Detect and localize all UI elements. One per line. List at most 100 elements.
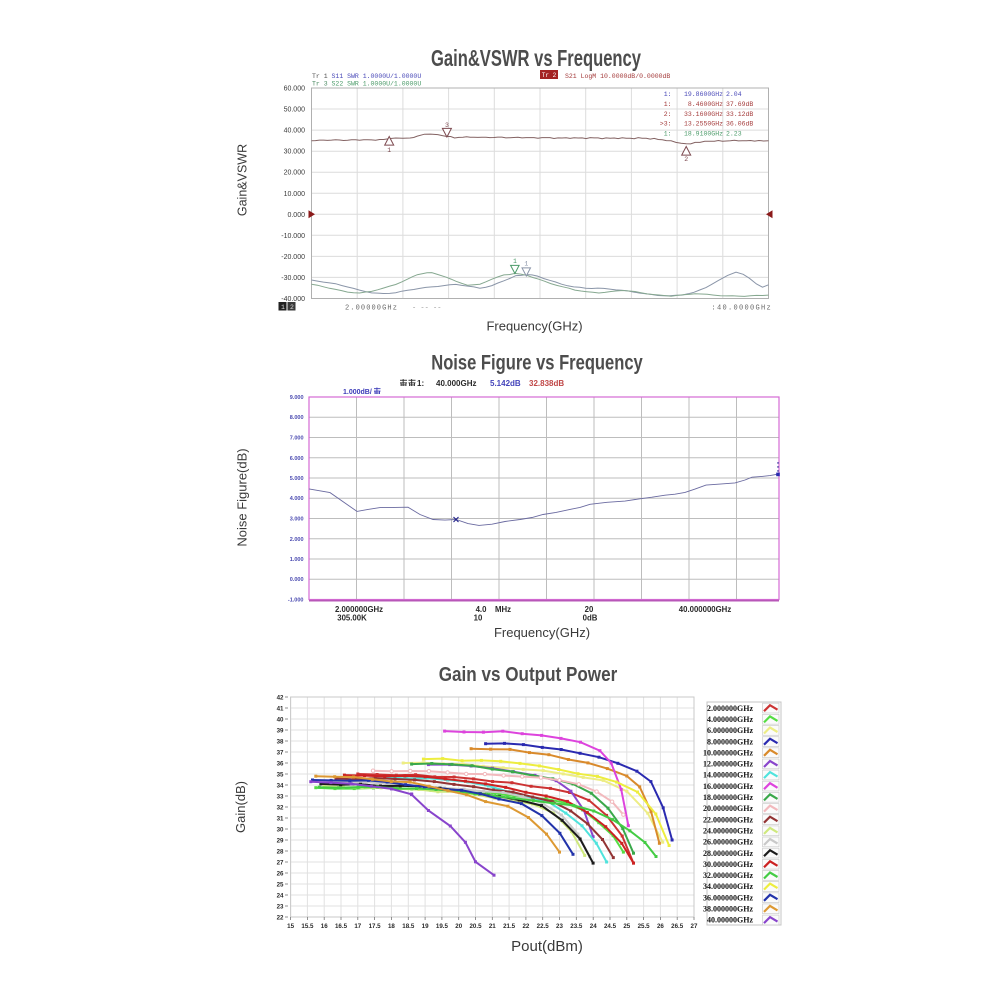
svg-text:1.000: 1.000 (290, 557, 304, 563)
svg-text:20.000000GHz: 20.000000GHz (703, 804, 753, 813)
svg-text:2:: 2: (664, 111, 672, 118)
svg-text:10: 10 (474, 614, 483, 623)
svg-text:17.5: 17.5 (369, 923, 382, 930)
svg-text:20: 20 (585, 605, 594, 614)
svg-text:19.8600GHz: 19.8600GHz (684, 91, 723, 98)
svg-text:37.69dB: 37.69dB (726, 101, 753, 108)
svg-text:38.000000GHz: 38.000000GHz (703, 905, 753, 914)
svg-text:1:: 1: (664, 91, 672, 98)
svg-text:36.06dB: 36.06dB (726, 121, 753, 128)
svg-text:26: 26 (277, 871, 284, 878)
svg-text:33.1600GHz: 33.1600GHz (684, 111, 723, 118)
svg-text:1: 1 (387, 147, 391, 154)
svg-text:1: 1 (281, 304, 285, 311)
svg-text:Pout(dBm): Pout(dBm) (511, 938, 583, 955)
svg-text:20: 20 (455, 923, 462, 930)
svg-text:17: 17 (354, 923, 361, 930)
svg-text:37: 37 (277, 750, 284, 757)
svg-text:Gain(dB): Gain(dB) (233, 781, 248, 833)
svg-text:34.000000GHz: 34.000000GHz (703, 882, 753, 891)
svg-text:34: 34 (277, 783, 284, 790)
svg-text:0.000: 0.000 (290, 577, 304, 583)
svg-text:1: 1 (513, 258, 517, 265)
svg-text:32.838dB: 32.838dB (529, 379, 564, 388)
svg-text:60.000: 60.000 (284, 86, 306, 93)
svg-text:7.000: 7.000 (290, 436, 304, 442)
svg-text:10.000000GHz: 10.000000GHz (703, 748, 753, 757)
svg-text:10.000: 10.000 (284, 191, 306, 198)
svg-text:2.000: 2.000 (290, 537, 304, 543)
svg-text:3: 3 (445, 122, 449, 129)
svg-text:>3:: >3: (660, 121, 672, 128)
svg-text:33.12dB: 33.12dB (726, 111, 753, 118)
svg-text:21.5: 21.5 (503, 923, 516, 930)
svg-text:2: 2 (684, 156, 688, 163)
svg-text::40.0000GHz: :40.0000GHz (711, 305, 772, 313)
svg-text:-30.000: -30.000 (281, 275, 305, 282)
svg-text:30: 30 (277, 827, 284, 834)
svg-text:6.000: 6.000 (290, 456, 304, 462)
svg-text:24: 24 (277, 893, 284, 900)
svg-text:Tr 1 S11 SWR 1.0000U/1.0000U: Tr 1 S11 SWR 1.0000U/1.0000U (312, 73, 421, 80)
svg-text:6.000000GHz: 6.000000GHz (707, 726, 753, 735)
svg-text:26: 26 (657, 923, 664, 930)
svg-text:36: 36 (277, 761, 284, 768)
svg-text:1:: 1: (417, 379, 424, 388)
svg-text:20.000: 20.000 (284, 170, 306, 177)
svg-text:40: 40 (277, 717, 284, 724)
svg-text:40.000GHz: 40.000GHz (436, 379, 476, 388)
svg-text:MHz: MHz (495, 605, 511, 614)
svg-text:0.000: 0.000 (287, 212, 305, 219)
svg-text:28.000000GHz: 28.000000GHz (703, 849, 753, 858)
svg-text:1: 1 (524, 261, 528, 268)
svg-text:23: 23 (556, 923, 563, 930)
svg-text:4.000000GHz: 4.000000GHz (707, 715, 753, 724)
svg-text:41: 41 (277, 706, 284, 713)
svg-text:Tr 3 S22 SWR 1.0000U/1.0000U: Tr 3 S22 SWR 1.0000U/1.0000U (312, 81, 421, 88)
svg-text:42: 42 (277, 695, 284, 702)
svg-text:25: 25 (277, 882, 284, 889)
svg-text:5.142dB: 5.142dB (490, 379, 521, 388)
svg-text:26.5: 26.5 (671, 923, 684, 930)
svg-text:16.000000GHz: 16.000000GHz (703, 782, 753, 791)
svg-text:9.000: 9.000 (290, 395, 304, 401)
svg-text:20.5: 20.5 (469, 923, 482, 930)
svg-text:32: 32 (277, 805, 284, 812)
svg-text:8.4600GHz: 8.4600GHz (688, 101, 723, 108)
svg-text:23: 23 (277, 904, 284, 911)
svg-text:29: 29 (277, 838, 284, 845)
svg-text:35: 35 (277, 772, 284, 779)
svg-text:28: 28 (277, 849, 284, 856)
svg-text:27: 27 (277, 860, 284, 867)
svg-text:22: 22 (522, 923, 529, 930)
svg-text:-10.000: -10.000 (281, 233, 305, 240)
svg-text:23.5: 23.5 (570, 923, 583, 930)
svg-text:14.000000GHz: 14.000000GHz (703, 771, 753, 780)
svg-text:18.5: 18.5 (402, 923, 415, 930)
svg-text:2.000000GHz: 2.000000GHz (335, 605, 383, 614)
svg-text:-40.000: -40.000 (281, 296, 305, 303)
svg-text:18: 18 (388, 923, 395, 930)
svg-text:1:: 1: (664, 131, 672, 138)
svg-text:4.0: 4.0 (476, 605, 488, 614)
svg-text:18.000000GHz: 18.000000GHz (703, 793, 753, 802)
svg-text:305.00K: 305.00K (337, 614, 367, 623)
svg-text:19.5: 19.5 (436, 923, 449, 930)
svg-text:27: 27 (691, 923, 698, 930)
svg-text:21: 21 (489, 923, 496, 930)
svg-text:16.5: 16.5 (335, 923, 348, 930)
svg-text:39: 39 (277, 728, 284, 735)
svg-text:Gain&VSWR: Gain&VSWR (236, 144, 250, 216)
svg-text:15: 15 (287, 923, 294, 930)
svg-text:22.5: 22.5 (537, 923, 550, 930)
svg-text:24.5: 24.5 (604, 923, 617, 930)
svg-text:19: 19 (422, 923, 429, 930)
svg-text:13.2550GHz: 13.2550GHz (684, 121, 723, 128)
svg-text:26.000000GHz: 26.000000GHz (703, 838, 753, 847)
svg-text:2: 2 (290, 304, 294, 311)
svg-text:24.000000GHz: 24.000000GHz (703, 827, 753, 836)
svg-text:1:: 1: (664, 101, 672, 108)
svg-text:8.000: 8.000 (290, 415, 304, 421)
svg-text:4.000: 4.000 (290, 496, 304, 502)
svg-text:22.000000GHz: 22.000000GHz (703, 815, 753, 824)
